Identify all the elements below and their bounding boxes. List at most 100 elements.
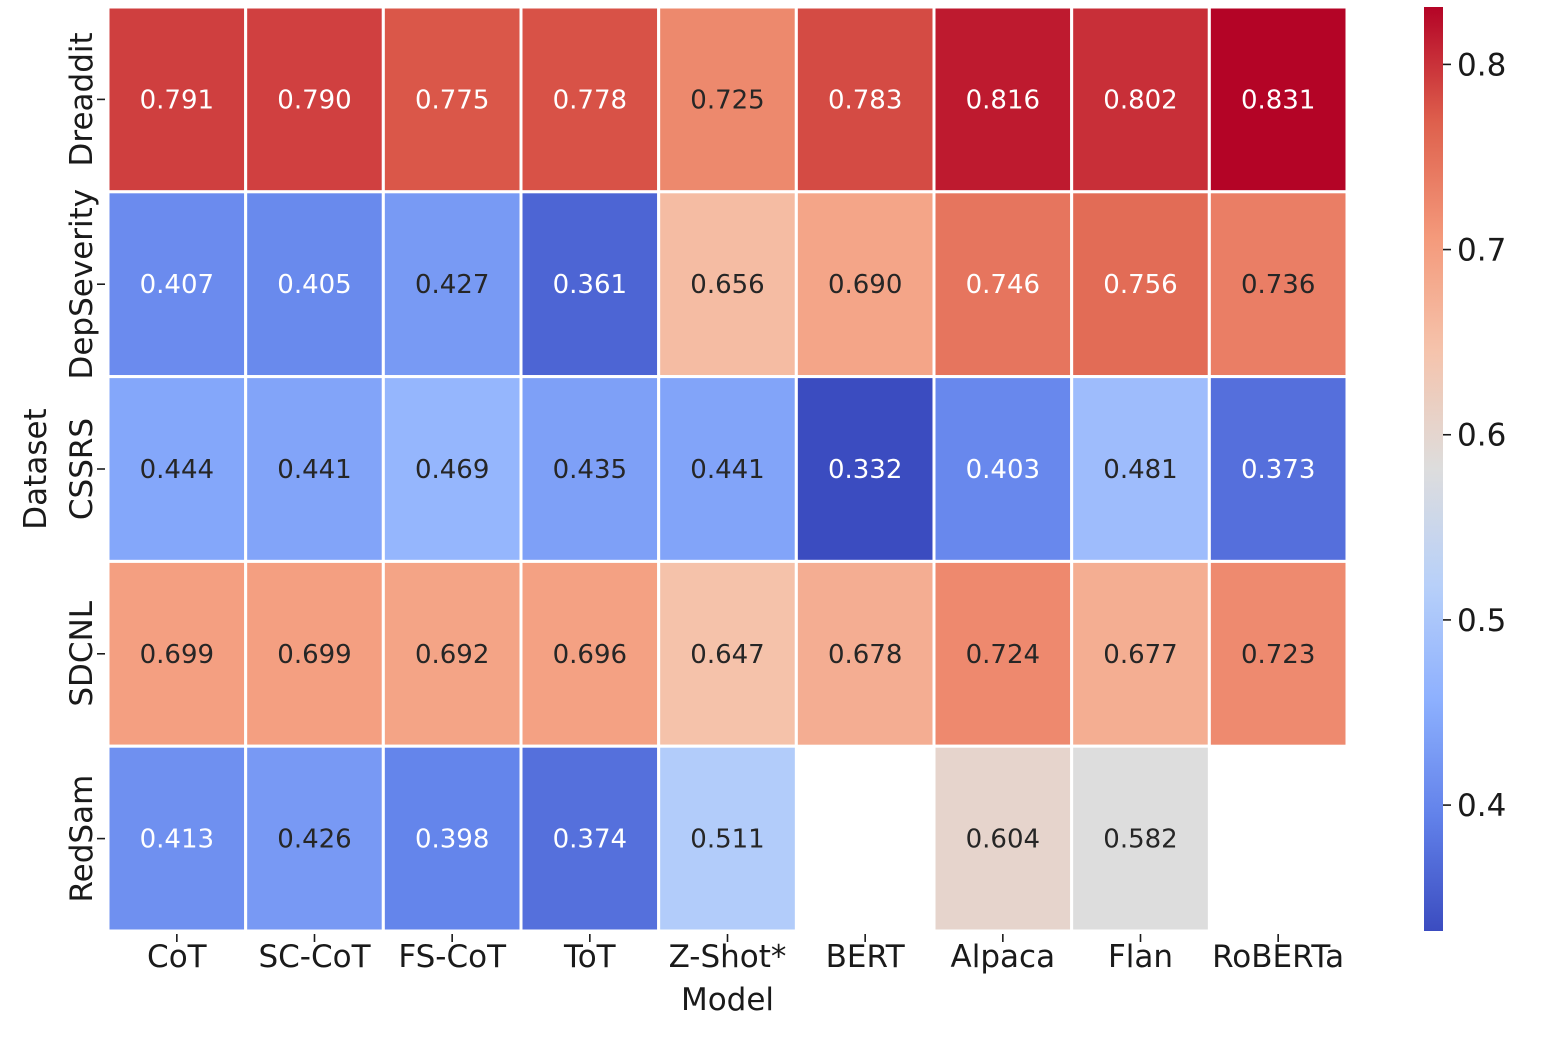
x-axis-label: Model bbox=[681, 982, 774, 1018]
heatmap-cell-redsam-cot bbox=[106, 744, 248, 933]
heatmap-cell-depseverity-flan bbox=[1070, 190, 1211, 379]
cell-value-label: 0.736 bbox=[1241, 270, 1315, 300]
cell-value-label: 0.647 bbox=[690, 640, 764, 670]
heatmap-cell-cssrs-roberta bbox=[1207, 375, 1349, 563]
y-tick-label: RedSam bbox=[64, 775, 100, 903]
y-axis-label: Dataset bbox=[18, 408, 54, 529]
cell-value-label: 0.373 bbox=[1241, 455, 1315, 485]
cell-value-label: 0.441 bbox=[690, 455, 764, 485]
heatmap-cell-redsam-sccot bbox=[244, 744, 385, 933]
cell-value-label: 0.696 bbox=[553, 640, 627, 670]
cell-value-label: 0.802 bbox=[1103, 85, 1177, 115]
x-tick-label: Z-Shot* bbox=[669, 939, 787, 975]
cell-value-label: 0.678 bbox=[828, 640, 902, 670]
colorbar-tick-label: 0.4 bbox=[1457, 788, 1506, 824]
heatmap-cell-depseverity-roberta bbox=[1207, 190, 1349, 379]
x-tick-label: RoBERTa bbox=[1212, 939, 1344, 975]
cell-value-label: 0.723 bbox=[1241, 640, 1315, 670]
axis-labels: Model Dataset bbox=[18, 408, 774, 1018]
heatmap-cell-depseverity-alpaca bbox=[932, 190, 1074, 379]
y-tick-label: Dreaddit bbox=[64, 32, 100, 166]
heatmap-cell-dreaddit-sccot bbox=[244, 5, 385, 194]
heatmap-cell-depseverity-fscot bbox=[381, 190, 523, 379]
heatmap-cell-cssrs-fscot bbox=[381, 375, 523, 563]
x-tick-label: Alpaca bbox=[951, 939, 1056, 975]
cell-value-label: 0.783 bbox=[828, 85, 902, 115]
cell-value-label: 0.405 bbox=[277, 270, 351, 300]
heatmap-cell-cssrs-cot bbox=[106, 375, 248, 563]
cell-value-label: 0.725 bbox=[690, 85, 764, 115]
cell-value-label: 0.469 bbox=[415, 455, 489, 485]
cell-value-label: 0.690 bbox=[828, 270, 902, 300]
cell-value-label: 0.435 bbox=[553, 455, 627, 485]
colorbar-tick-label: 0.6 bbox=[1457, 418, 1506, 454]
cell-value-label: 0.407 bbox=[140, 270, 214, 300]
heatmap-cell-sdcnl-cot bbox=[106, 559, 248, 748]
heatmap-cell-redsam-tot bbox=[519, 744, 661, 933]
heatmap-cell-dreaddit-flan bbox=[1070, 5, 1211, 194]
colorbar: 0.4 0.5 0.6 0.7 0.8 bbox=[1424, 7, 1506, 931]
cell-value-label: 0.481 bbox=[1103, 455, 1177, 485]
cell-value-label: 0.791 bbox=[140, 85, 214, 115]
axis-ticks: CoT SC-CoT FS-CoT ToT Z-Shot* BERT Alpaca Flan R… bbox=[64, 32, 1344, 975]
heatmap-cell-sdcnl-roberta bbox=[1207, 559, 1349, 748]
cell-value-label: 0.441 bbox=[277, 455, 351, 485]
heatmap-cell-redsam-flan bbox=[1070, 744, 1211, 933]
heatmap-cell-dreaddit-bert bbox=[794, 5, 936, 194]
heatmap-cell-cssrs-tot bbox=[519, 375, 661, 563]
cell-value-label: 0.511 bbox=[690, 825, 764, 855]
cell-value-label: 0.816 bbox=[966, 85, 1040, 115]
cell-value-label: 0.374 bbox=[553, 825, 627, 855]
heatmap-cell-sdcnl-sccot bbox=[244, 559, 385, 748]
cell-value-label: 0.724 bbox=[966, 640, 1040, 670]
heatmap-cell-redsam-alpaca bbox=[932, 744, 1074, 933]
y-tick-label: DepSeverity bbox=[64, 189, 100, 380]
heatmap-cell-redsam-fscot bbox=[381, 744, 523, 933]
x-tick-label: FS-CoT bbox=[398, 939, 507, 975]
heatmap-cell-cssrs-alpaca bbox=[932, 375, 1074, 563]
y-tick-label: CSSRS bbox=[64, 418, 100, 520]
heatmap-cell-dreaddit-cot bbox=[106, 5, 248, 194]
cell-value-label: 0.403 bbox=[966, 455, 1040, 485]
heatmap-cell-depseverity-zshot bbox=[657, 190, 798, 379]
x-tick-label: Flan bbox=[1108, 939, 1173, 975]
heatmap-cell-redsam-zshot bbox=[657, 744, 798, 933]
heatmap-cell-cssrs-zshot bbox=[657, 375, 798, 563]
cell-value-label: 0.699 bbox=[140, 640, 214, 670]
cell-value-label: 0.692 bbox=[415, 640, 489, 670]
x-tick-label: CoT bbox=[147, 939, 208, 975]
cell-value-label: 0.656 bbox=[690, 270, 764, 300]
heatmap-cell-dreaddit-fscot bbox=[381, 5, 523, 194]
cell-value-label: 0.677 bbox=[1103, 640, 1177, 670]
cell-value-label: 0.332 bbox=[828, 455, 902, 485]
cell-value-label: 0.699 bbox=[277, 640, 351, 670]
cell-value-label: 0.778 bbox=[553, 85, 627, 115]
cell-value-label: 0.604 bbox=[966, 825, 1040, 855]
cell-value-label: 0.790 bbox=[277, 85, 351, 115]
colorbar-tick-label: 0.8 bbox=[1457, 47, 1506, 83]
cell-value-label: 0.413 bbox=[140, 825, 214, 855]
cell-value-label: 0.427 bbox=[415, 270, 489, 300]
cell-value-label: 0.426 bbox=[277, 825, 351, 855]
heatmap-cells: 0.791 0.790 0.775 0.778 0.725 0.783 0.816 0.802… bbox=[106, 5, 1349, 933]
x-tick-label: ToT bbox=[563, 939, 617, 975]
x-tick-label: SC-CoT bbox=[258, 939, 371, 975]
cell-value-label: 0.756 bbox=[1103, 270, 1177, 300]
cell-value-label: 0.775 bbox=[415, 85, 489, 115]
cell-value-label: 0.582 bbox=[1103, 825, 1177, 855]
x-tick-label: BERT bbox=[826, 939, 906, 975]
heatmap-cell-sdcnl-tot bbox=[519, 559, 661, 748]
colorbar-tick-label: 0.7 bbox=[1457, 233, 1506, 269]
colorbar-gradient bbox=[1424, 7, 1443, 931]
cell-value-label: 0.398 bbox=[415, 825, 489, 855]
cell-value-label: 0.746 bbox=[966, 270, 1040, 300]
colorbar-tick-label: 0.5 bbox=[1457, 603, 1506, 639]
cell-value-label: 0.444 bbox=[140, 455, 214, 485]
y-tick-label: SDCNL bbox=[64, 600, 100, 706]
cell-value-label: 0.831 bbox=[1241, 85, 1315, 115]
heatmap-cell-depseverity-cot bbox=[106, 190, 248, 379]
heatmap-cell-cssrs-sccot bbox=[244, 375, 385, 563]
cell-value-label: 0.361 bbox=[553, 270, 627, 300]
